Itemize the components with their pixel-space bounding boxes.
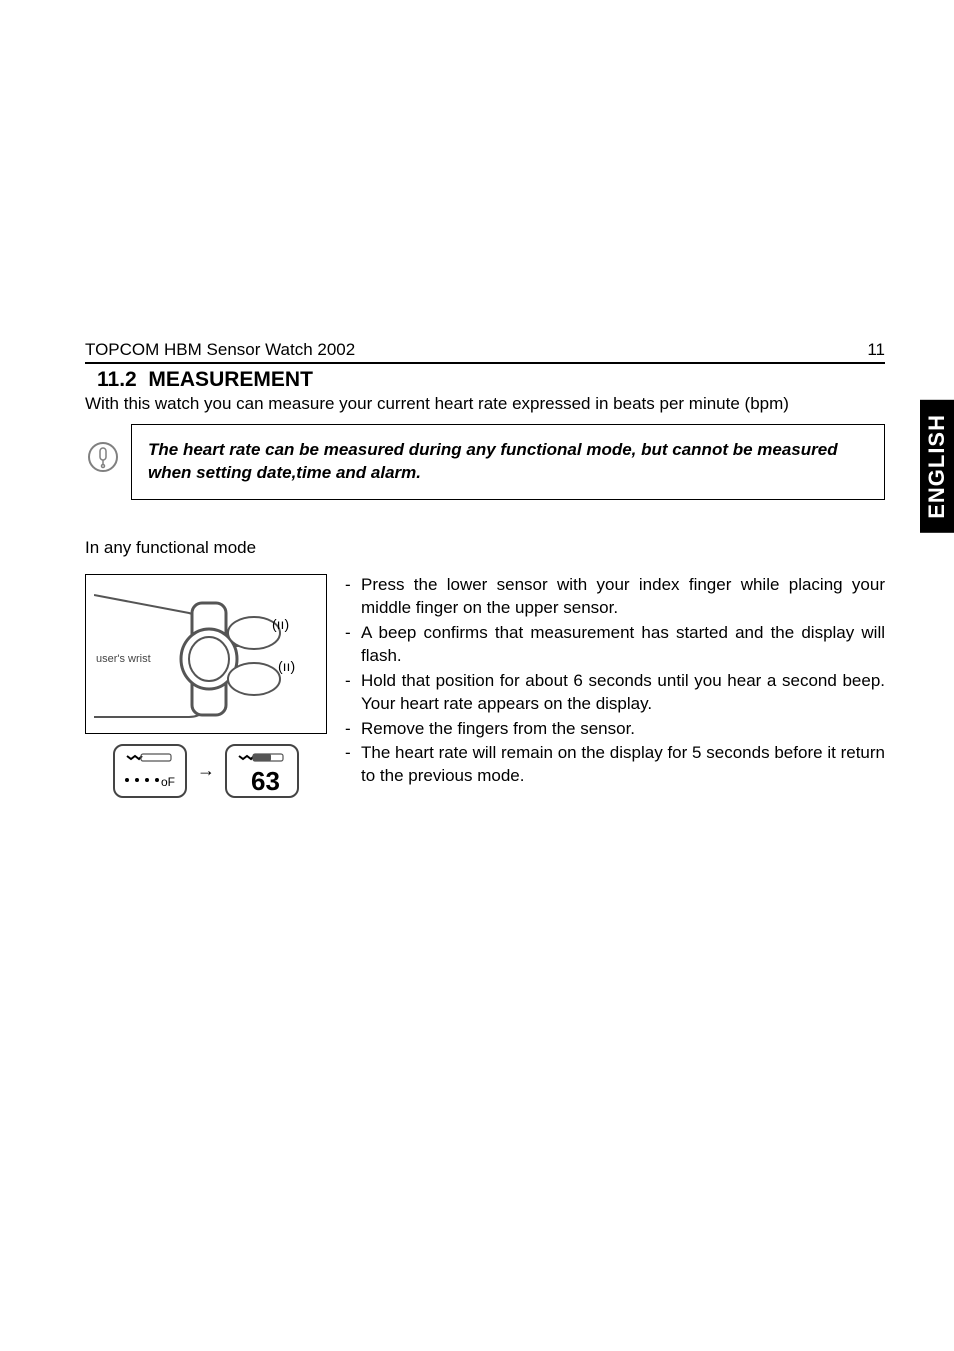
watch-illustration: user's wrist	[85, 574, 327, 734]
arrow-icon: →	[197, 760, 215, 781]
svg-text:(ıı): (ıı)	[278, 658, 295, 674]
wrist-label: user's wrist	[96, 653, 151, 665]
mode-label: In any functional mode	[85, 538, 885, 558]
intro-text: With this watch you can measure your cur…	[85, 394, 885, 414]
steps-list: Press the lower sensor with your index f…	[345, 574, 885, 788]
step-item: Remove the fingers from the sensor.	[345, 718, 885, 741]
step-item: A beep confirms that measurement has sta…	[345, 622, 885, 668]
section-heading: 11.2 MEASUREMENT	[97, 368, 885, 392]
page-header: TOPCOM HBM Sensor Watch 2002 11	[85, 340, 885, 364]
lcd-after: 63	[225, 744, 299, 798]
info-icon	[88, 442, 118, 472]
note-row: The heart rate can be measured during an…	[85, 424, 885, 500]
note-box: The heart rate can be measured during an…	[131, 424, 885, 500]
svg-text:(ıı): (ıı)	[272, 616, 289, 632]
steps-column: Press the lower sensor with your index f…	[345, 574, 885, 790]
illustration-column: user's wrist	[85, 574, 327, 798]
note-icon-wrap	[85, 424, 121, 472]
section-title: MEASUREMENT	[148, 368, 313, 391]
lcd-row: oF → 63	[85, 744, 327, 798]
language-tab: ENGLISH	[920, 400, 954, 533]
lcd-before-text: oF	[161, 775, 175, 789]
lcd-before: oF	[113, 744, 187, 798]
lcd-after-value: 63	[251, 766, 280, 796]
page-content: TOPCOM HBM Sensor Watch 2002 11 11.2 MEA…	[85, 340, 885, 798]
step-item: Hold that position for about 6 seconds u…	[345, 670, 885, 716]
step-item: Press the lower sensor with your index f…	[345, 574, 885, 620]
page-number: 11	[867, 340, 885, 360]
doc-title: TOPCOM HBM Sensor Watch 2002	[85, 340, 355, 360]
step-item: The heart rate will remain on the displa…	[345, 742, 885, 788]
document-page: ENGLISH TOPCOM HBM Sensor Watch 2002 11 …	[0, 0, 954, 1351]
section-number: 11.2	[97, 368, 137, 391]
body-row: user's wrist	[85, 574, 885, 798]
